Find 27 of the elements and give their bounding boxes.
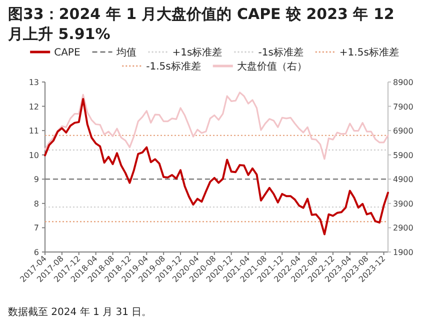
- y-tick-label: 13: [28, 78, 39, 87]
- legend-label: +1s标准差: [172, 46, 222, 58]
- line-series: [44, 92, 389, 160]
- y2-tick-label: 7900: [393, 102, 414, 112]
- y-tick-label: 9: [34, 175, 39, 184]
- y2-tick-label: 4900: [393, 175, 414, 184]
- y-tick-label: 7: [34, 224, 39, 233]
- legend-label: -1s标准差: [258, 46, 304, 58]
- legend-label: -1.5s标准差: [146, 60, 201, 72]
- legend-label: 均值: [115, 46, 136, 58]
- y-tick-label: 10: [28, 150, 39, 160]
- legend-label: 大盘价值（右）: [236, 60, 307, 72]
- y-tick-label: 11: [28, 126, 39, 136]
- y2-tick-label: 5900: [393, 150, 414, 160]
- line-series: [44, 98, 389, 236]
- y2-tick-label: 8900: [393, 78, 414, 87]
- y2-tick-label: 1900: [393, 248, 414, 257]
- chart-title: 图33：2024 年 1 月大盘价值的 CAPE 较 2023 年 12 月上升 5.91%: [7, 5, 394, 43]
- legend-label: +1.5s标准差: [339, 46, 399, 58]
- y-tick-label: 12: [28, 102, 39, 112]
- text: 数据截至 2024 年 1 月 31 日。: [8, 306, 152, 318]
- legend-label: CAPE: [54, 48, 80, 58]
- y-tick-label: 6: [34, 248, 39, 257]
- y2-tick-label: 6900: [393, 126, 414, 136]
- y-tick-label: 8: [34, 199, 39, 208]
- y2-tick-label: 3900: [393, 199, 414, 208]
- y2-tick-label: 2900: [393, 224, 414, 233]
